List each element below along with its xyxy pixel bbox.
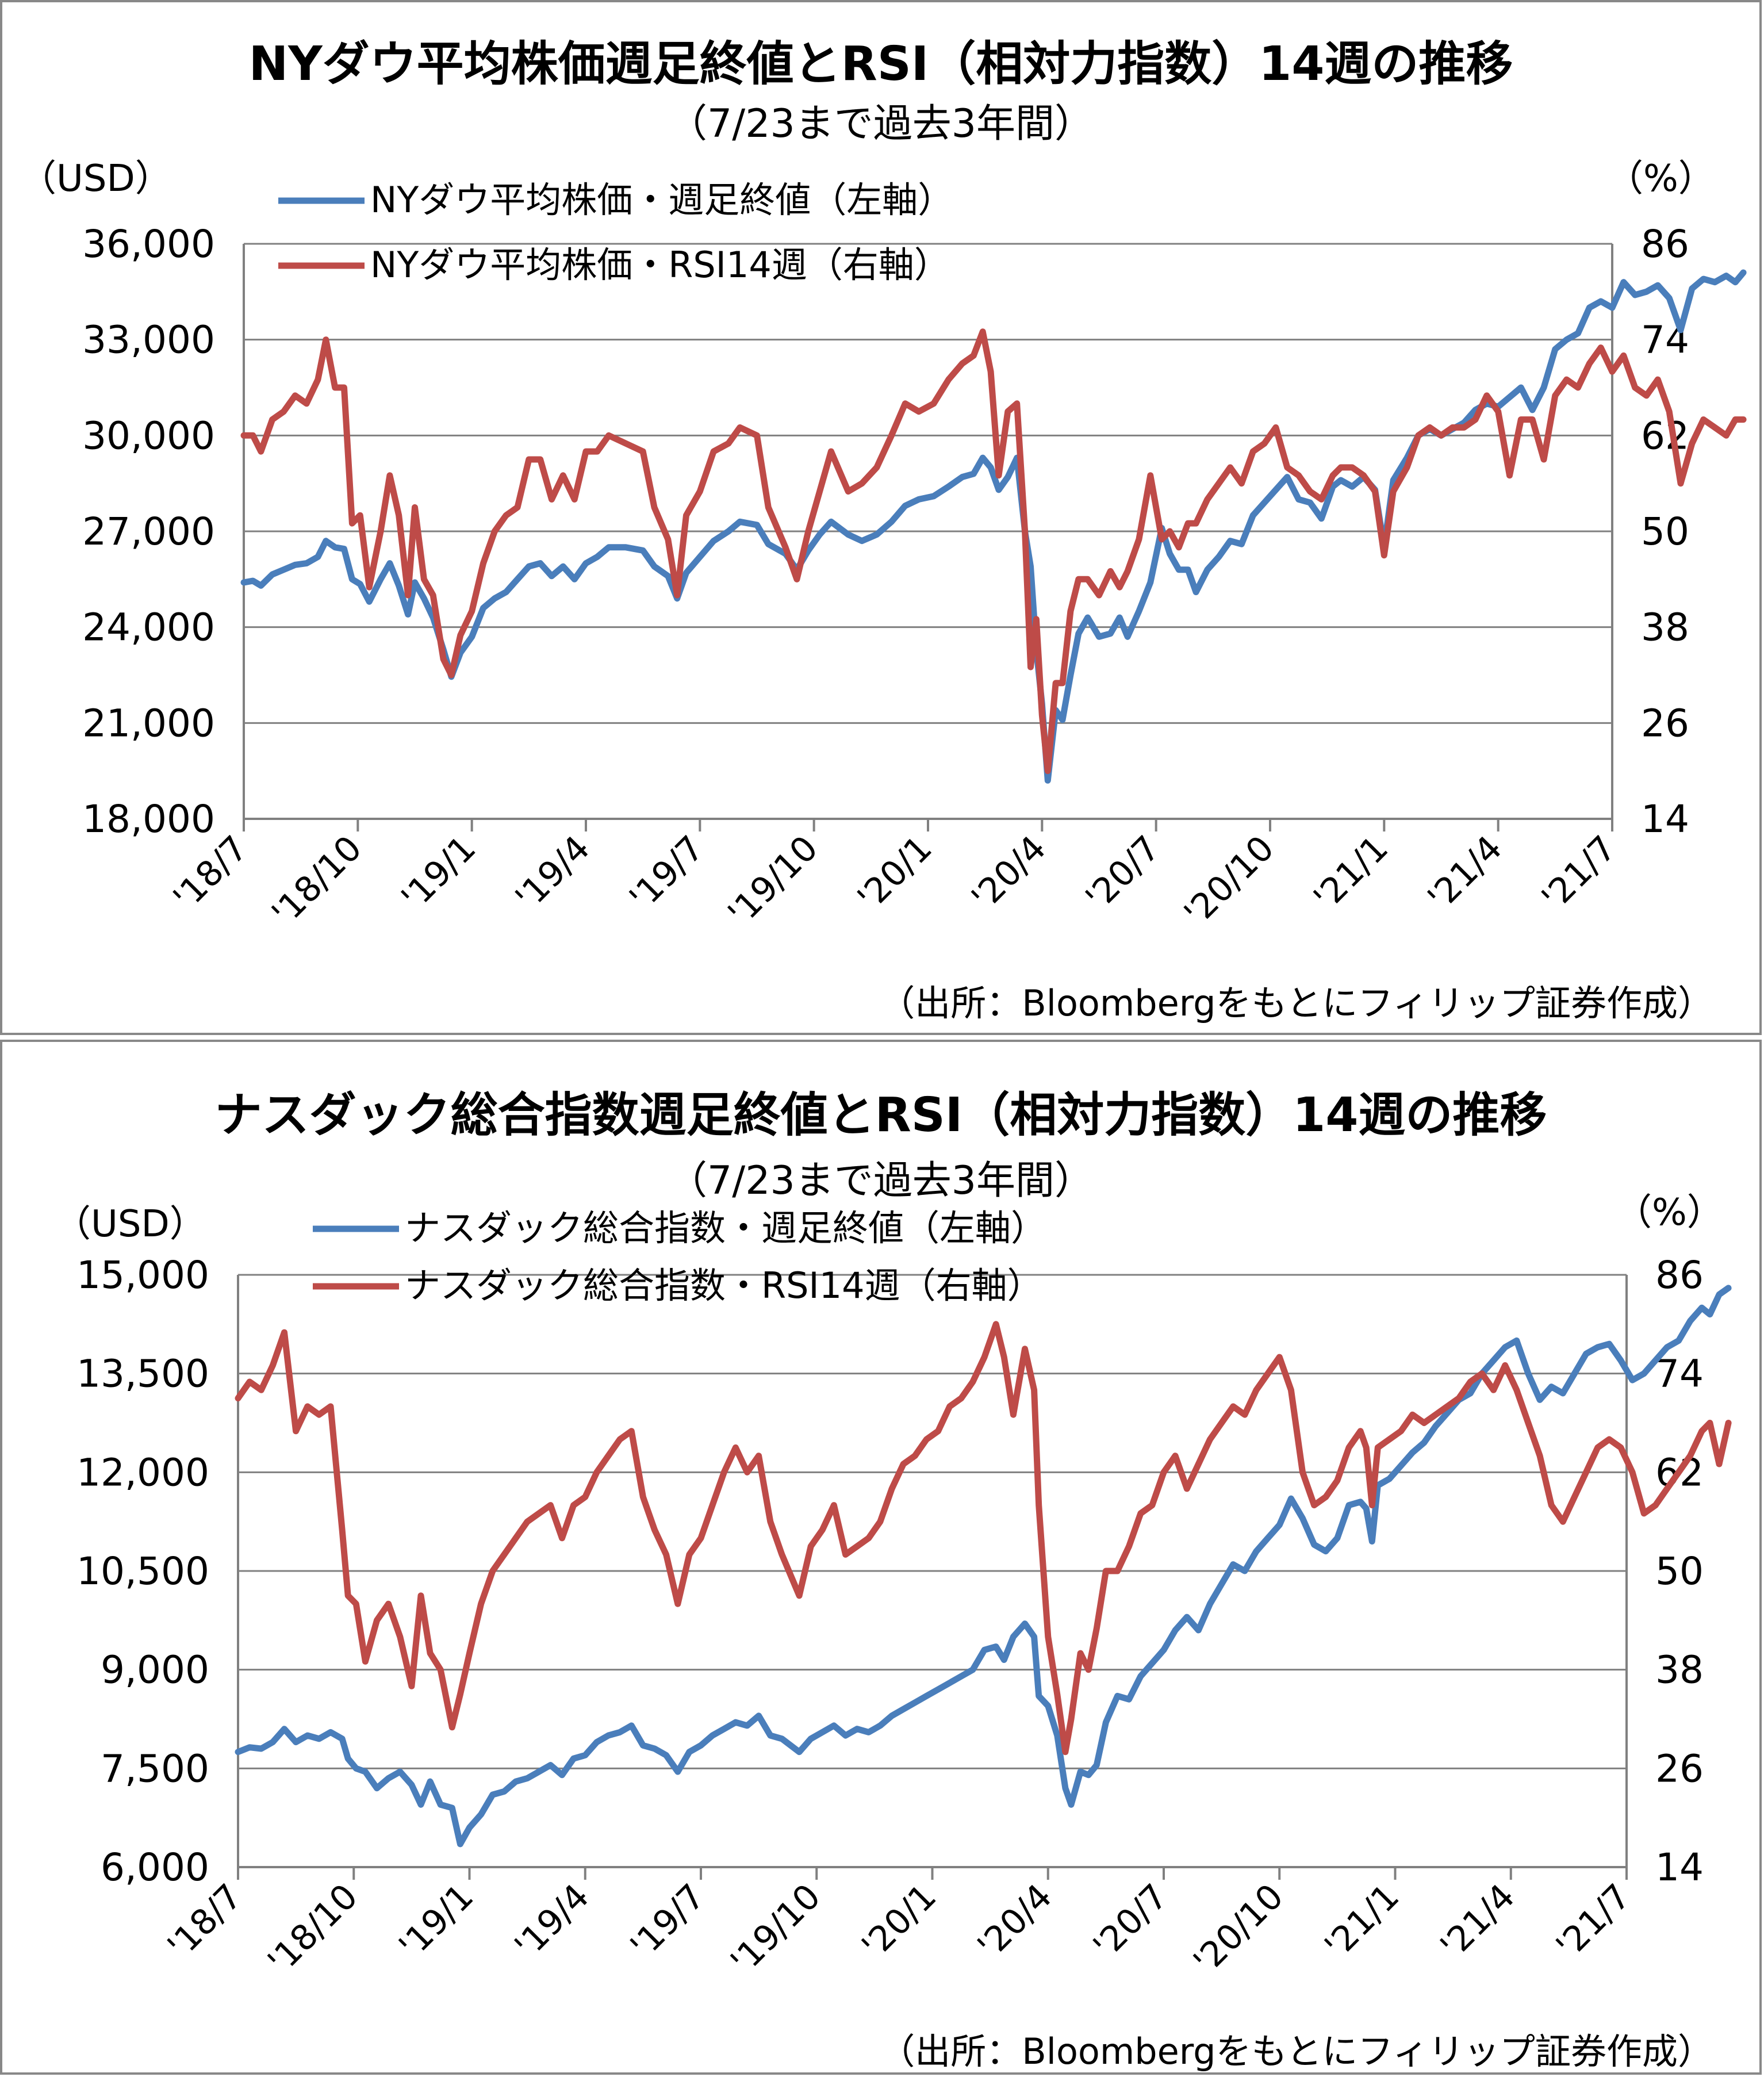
x-tick-label: '21/1 (1306, 828, 1396, 918)
y-left-tick-label: 15,000 (76, 1253, 209, 1297)
y-right-tick-label: 50 (1641, 509, 1689, 554)
chart-subtitle: （7/23まで過去3年間） (668, 101, 1094, 147)
y-right-tick-label: 86 (1641, 222, 1689, 266)
y-right-tick-label: 74 (1655, 1352, 1704, 1396)
x-tick-label: '19/4 (507, 1876, 597, 1966)
y-right-unit: （%） (1615, 1191, 1724, 1234)
legend-label: NYダウ平均株価・RSI14週（右軸） (370, 244, 950, 286)
x-tick-label: '19/1 (394, 828, 484, 918)
legend-label: ナスダック総合指数・週足終値（左軸） (405, 1207, 1046, 1249)
x-tick-label: '18/10 (264, 828, 370, 933)
x-tick-label: '20/10 (1186, 1876, 1291, 1982)
x-tick-label: '20/4 (970, 1876, 1060, 1966)
y-left-tick-label: 10,500 (76, 1549, 209, 1593)
x-tick-label: '18/7 (160, 1876, 250, 1966)
x-tick-label: '19/10 (720, 828, 826, 933)
y-right-unit: （%） (1606, 158, 1715, 200)
x-tick-label: '21/7 (1548, 1876, 1638, 1966)
x-tick-label: '20/1 (850, 828, 939, 918)
rsi-series-line (235, 1321, 1732, 1756)
x-tick-label: '21/4 (1420, 828, 1510, 918)
source-note: （出所：Bloombergをもとにフィリップ証券作成） (879, 982, 1713, 1024)
x-tick-label: '21/1 (1317, 1876, 1407, 1966)
rsi-series-line (240, 328, 1747, 775)
y-left-tick-label: 21,000 (82, 701, 215, 745)
x-tick-label: '19/7 (623, 1876, 712, 1966)
x-tick-label: '21/4 (1433, 1876, 1523, 1966)
y-right-tick-label: 14 (1641, 797, 1689, 841)
chart-subtitle: （7/23まで過去3年間） (668, 1158, 1094, 1204)
y-left-tick-label: 7,500 (101, 1746, 209, 1791)
x-tick-label: '19/7 (622, 828, 712, 918)
y-right-tick-label: 50 (1655, 1549, 1704, 1593)
legend-label: ナスダック総合指数・RSI14週（右軸） (405, 1264, 1043, 1306)
y-left-tick-label: 9,000 (101, 1648, 209, 1692)
chart-panel-nasdaq: ナスダック総合指数週足終値とRSI（相対力指数）14週の推移 （7/23まで過去… (0, 1040, 1762, 2075)
x-tick-label: '18/10 (260, 1876, 365, 1982)
x-tick-label: '19/4 (508, 828, 597, 918)
legend-label: NYダウ平均株価・週足終値（左軸） (370, 179, 953, 221)
chart-title: ナスダック総合指数週足終値とRSI（相対力指数）14週の推移 (214, 1088, 1547, 1143)
y-right-tick-label: 14 (1655, 1845, 1704, 1890)
source-note: （出所：Bloombergをもとにフィリップ証券作成） (879, 2030, 1713, 2072)
y-left-tick-label: 24,000 (82, 606, 215, 650)
y-right-tick-label: 38 (1655, 1648, 1704, 1692)
y-left-unit: （USD） (20, 158, 172, 200)
x-tick-label: '20/4 (964, 828, 1054, 918)
y-left-tick-label: 27,000 (82, 509, 215, 554)
y-left-tick-label: 36,000 (82, 222, 215, 266)
x-tick-label: '20/10 (1176, 828, 1282, 933)
y-left-unit: （USD） (54, 1203, 206, 1246)
x-tick-label: '20/7 (1078, 828, 1168, 918)
x-tick-label: '19/10 (723, 1876, 828, 1982)
chart-panel-dow: NYダウ平均株価週足終値とRSI（相対力指数）14週の推移 （7/23まで過去3… (0, 0, 1762, 1035)
y-right-tick-label: 26 (1641, 701, 1689, 745)
y-right-tick-label: 38 (1641, 606, 1689, 650)
dow-line-chart: 18,000 14 21,000 26 24,000 38 27,000 50 30,000 62… (82, 179, 1747, 934)
x-tick-label: '20/1 (854, 1876, 944, 1966)
y-left-tick-label: 13,500 (76, 1352, 209, 1396)
x-tick-label: '21/7 (1534, 828, 1624, 918)
y-right-tick-label: 26 (1655, 1746, 1704, 1791)
y-left-tick-label: 33,000 (82, 318, 215, 362)
x-tick-label: '20/7 (1086, 1876, 1175, 1966)
chart-title: NYダウ平均株価週足終値とRSI（相対力指数）14週の推移 (248, 37, 1513, 91)
price-series-line (240, 269, 1747, 784)
x-tick-label: '18/7 (166, 828, 255, 918)
y-left-tick-label: 12,000 (76, 1450, 209, 1494)
y-left-tick-label: 6,000 (101, 1845, 209, 1890)
price-series-line (235, 1285, 1732, 1848)
y-right-tick-label: 62 (1641, 413, 1689, 458)
y-left-tick-label: 30,000 (82, 413, 215, 458)
y-right-tick-label: 86 (1655, 1253, 1704, 1297)
x-tick-label: '19/1 (392, 1876, 481, 1966)
y-left-tick-label: 18,000 (82, 797, 215, 841)
